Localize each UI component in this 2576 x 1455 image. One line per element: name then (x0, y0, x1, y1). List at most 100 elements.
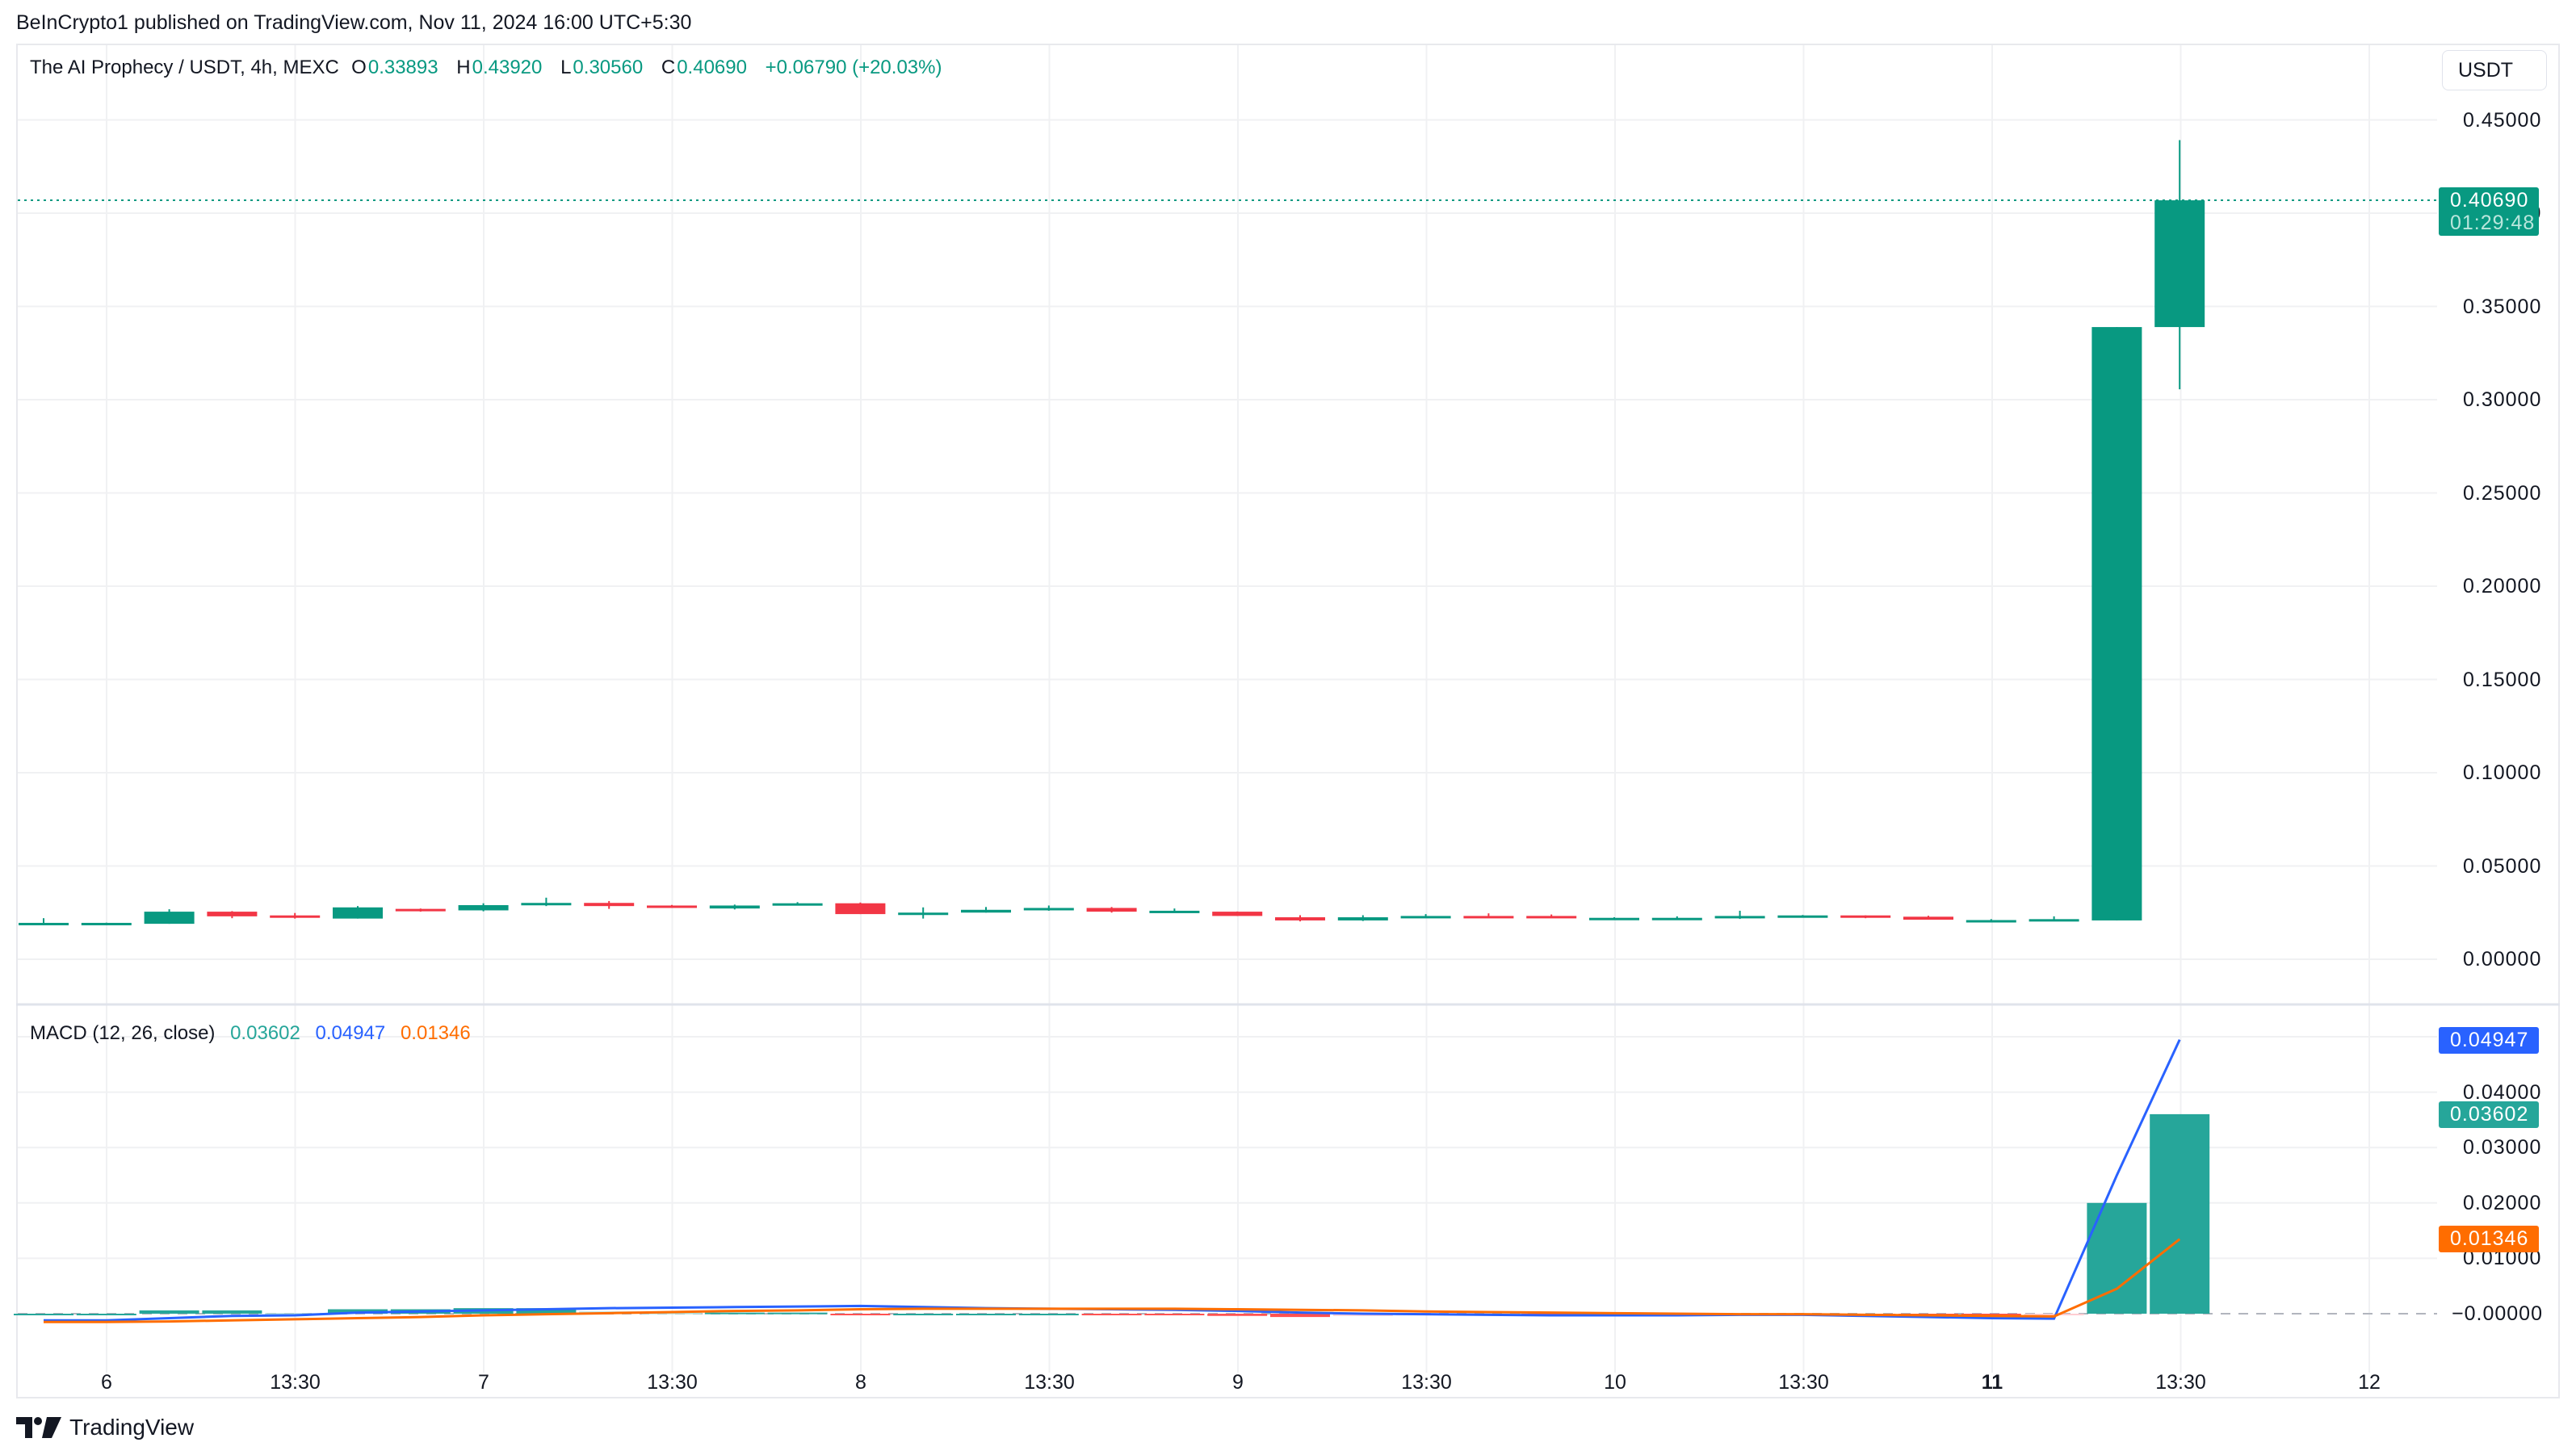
candle-body (207, 912, 258, 916)
macd-histogram-bar (265, 1313, 325, 1315)
price-axis-tick: 0.10000 (2463, 761, 2542, 784)
price-axis-tick: 0.35000 (2463, 295, 2542, 318)
macd-histogram-bar (202, 1310, 262, 1314)
time-axis-tick: 13:30 (270, 1371, 321, 1394)
candle-body (1526, 916, 1577, 919)
macd-title: MACD (12, 26, close) (30, 1022, 216, 1044)
candle-body (1903, 916, 1953, 920)
price-axis-tick: 0.20000 (2463, 575, 2542, 598)
low-value: 0.30560 (573, 57, 644, 78)
time-axis-tick: 13:30 (2155, 1371, 2206, 1394)
tradingview-brand: TradingView (69, 1415, 195, 1440)
candle-body (144, 912, 195, 925)
macd-axis-tick: 0.04000 (2463, 1080, 2542, 1104)
signal-line (44, 1238, 2181, 1323)
candle-body (1589, 917, 1639, 920)
macd-line-value: 0.04947 (315, 1022, 386, 1044)
last-price-value: 0.40690 (2450, 189, 2529, 212)
macd-histogram-bar (767, 1312, 828, 1315)
candle-body (1463, 916, 1514, 919)
macd-histogram-bar (14, 1314, 73, 1315)
macd-histogram-value: 0.03602 (230, 1022, 300, 1044)
candle-body (584, 903, 635, 907)
open-value: 0.33893 (367, 57, 438, 78)
symbol-title: The AI Prophecy / USDT, 4h, MEXC (30, 57, 339, 78)
candle-body (1212, 912, 1263, 916)
footer-branding: TradingView (16, 1415, 194, 1440)
candle-body (898, 912, 949, 916)
time-axis-tick: 12 (2358, 1371, 2381, 1394)
time-axis-tick: 13:30 (647, 1371, 698, 1394)
macd-histogram-bar (830, 1314, 891, 1315)
macd-histogram-bar (1270, 1314, 1330, 1318)
candle-body (2028, 919, 2079, 922)
macd-line-tag: 0.04947 (2439, 1027, 2539, 1054)
macd-signal-value: 0.01346 (400, 1022, 471, 1044)
candle-body (1086, 908, 1137, 912)
candle-body (1400, 916, 1451, 919)
macd-signal-tag: 0.01346 (2439, 1226, 2539, 1252)
price-axis-tick: 0.15000 (2463, 668, 2542, 691)
time-axis-tick: 11 (1981, 1371, 2003, 1394)
candle-body (1966, 920, 2016, 923)
published-caption: BeInCrypto1 published on TradingView.com… (16, 11, 692, 34)
macd-axis-tick: 0.03000 (2463, 1136, 2542, 1159)
macd-histogram-bar (642, 1312, 702, 1315)
macd-histogram-bar (76, 1314, 136, 1315)
low-label: L (560, 57, 572, 78)
time-axis-tick: 13:30 (1024, 1371, 1075, 1394)
candle-body (333, 907, 383, 919)
candle-body (1651, 917, 1702, 920)
open-label: O (351, 57, 367, 78)
close-label: C (661, 57, 676, 78)
candle-body (2154, 200, 2205, 328)
macd-line (44, 1039, 2181, 1322)
tradingview-logo-icon (16, 1417, 61, 1438)
candle-body (81, 922, 132, 925)
macd-histogram-bar (1144, 1314, 1205, 1315)
currency-button[interactable]: USDT (2442, 50, 2547, 90)
candle-body (835, 903, 886, 915)
candle-body (521, 903, 572, 906)
candle-body (2091, 327, 2142, 920)
macd-histogram-bar (2024, 1314, 2084, 1315)
macd-histogram-bar (893, 1314, 954, 1315)
candle-body (1777, 915, 1828, 918)
price-axis-tick: 0.05000 (2463, 854, 2542, 878)
candle-body (1275, 917, 1325, 920)
candle-body (772, 903, 823, 906)
time-axis-tick: 13:30 (1401, 1371, 1452, 1394)
time-axis-tick: 9 (1232, 1371, 1244, 1394)
candle-body (709, 905, 760, 909)
time-axis-tick: 6 (101, 1371, 112, 1394)
macd-histogram-bar (516, 1308, 577, 1314)
high-value: 0.43920 (472, 57, 543, 78)
last-price-tag: 0.40690 01:29:48 (2439, 187, 2539, 236)
macd-axis-tick: −0.00000 (2452, 1302, 2543, 1325)
macd-histogram-bar (956, 1314, 1016, 1315)
close-value: 0.40690 (677, 57, 747, 78)
candle-body (1149, 910, 1200, 913)
candle-body (270, 915, 321, 918)
time-axis-tick: 8 (855, 1371, 866, 1394)
candle-body (458, 905, 509, 911)
macd-histogram-bar (1081, 1314, 1142, 1315)
macd-histogram-tag: 0.03602 (2439, 1101, 2539, 1128)
time-axis-tick: 13:30 (1778, 1371, 1829, 1394)
price-axis-tick: 0.45000 (2463, 108, 2542, 132)
candle-body (395, 908, 446, 912)
bar-countdown: 01:29:48 (2450, 212, 2536, 234)
price-axis-tick: 0.25000 (2463, 481, 2542, 505)
macd-legend: MACD (12, 26, close) 0.03602 0.04947 0.0… (30, 1022, 471, 1045)
candle-body (961, 909, 1011, 913)
candle-body (647, 905, 697, 908)
macd-histogram-bar (1207, 1314, 1268, 1316)
change-value: +0.06790 (+20.03%) (765, 57, 942, 78)
candle-body (1023, 908, 1074, 911)
price-axis-tick: 0.30000 (2463, 388, 2542, 411)
chart-frame (16, 44, 2560, 1398)
macd-histogram-bar (1018, 1314, 1079, 1315)
candle-body (1714, 916, 1765, 919)
time-axis-tick: 7 (478, 1371, 489, 1394)
